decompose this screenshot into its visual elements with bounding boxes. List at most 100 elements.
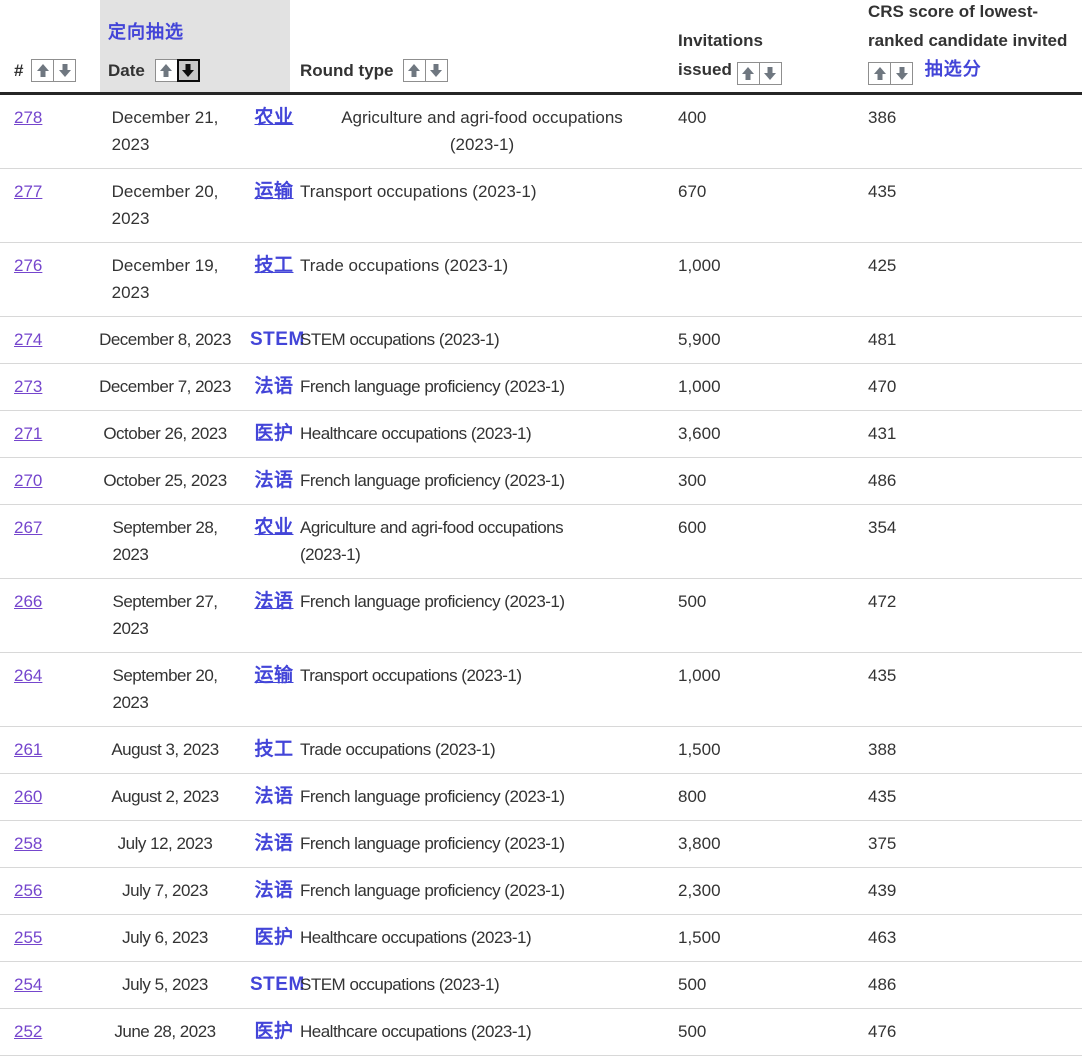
column-header-number: # [14,56,77,85]
sort-desc-button-invitations[interactable] [758,62,782,85]
date-cell: December 21, 2023 [80,104,250,158]
category-tag-cell: 技工 [250,736,298,763]
row-number-cell: 254 [0,971,80,998]
row-number-link[interactable]: 255 [14,928,43,947]
crs-score-cell: 388 [868,740,897,759]
crs-score-cell: 375 [868,834,897,853]
invitations-cell: 670 [678,182,707,201]
invitations-cell: 1,000 [678,377,721,396]
invitations-cell: 1,000 [678,256,721,275]
invitations-cell: 1,500 [678,740,721,759]
sort-asc-button-round-type[interactable] [402,59,426,82]
row-number-cell: 266 [0,588,80,615]
crs-score-cell: 439 [868,881,897,900]
crs-score-cell: 431 [868,424,897,443]
sort-asc-button-crs[interactable] [868,62,891,85]
date-text: September 27, 2023 [112,592,218,638]
row-number-link[interactable]: 276 [14,256,43,275]
category-tag-cell: STEM [250,326,304,353]
invitations-cell: 400 [678,108,707,127]
row-number-link[interactable]: 274 [14,330,43,349]
row-number-link[interactable]: 260 [14,787,43,806]
category-tag-cell: STEM [250,971,304,998]
date-text: October 25, 2023 [103,471,227,490]
invitations-cell: 800 [678,787,707,806]
table-row: 255 July 6, 2023 医护 Healthcare occupations … [0,915,1082,962]
row-number-link[interactable]: 273 [14,377,43,396]
category-tag-cell: 运输 [250,662,298,689]
arrow-down-icon [763,66,777,81]
date-text: December 20, 2023 [111,182,219,228]
date-cell: December 7, 2023 [80,373,250,400]
date-text: December 21, 2023 [111,108,219,154]
row-number-link[interactable]: 267 [14,518,43,537]
date-text: September 20, 2023 [112,666,218,712]
category-tag-cell: 法语 [250,588,298,615]
crs-score-cell: 435 [868,666,897,685]
row-number-link[interactable]: 258 [14,834,43,853]
row-number-link[interactable]: 270 [14,471,43,490]
round-type-cell: French language proficiency (2023-1) [300,592,565,611]
table-row: 261 August 3, 2023 技工 Trade occupations (20… [0,727,1082,774]
row-number-link[interactable]: 266 [14,592,43,611]
round-type-cell: Transport occupations (2023-1) [300,666,522,685]
row-number-link[interactable]: 277 [14,182,43,201]
row-number-link[interactable]: 271 [14,424,43,443]
sort-asc-button-date[interactable] [154,59,178,82]
category-tag-cell: 法语 [250,373,298,400]
date-column-label: Date [108,61,145,80]
row-number-cell: 270 [0,467,80,494]
date-text: July 6, 2023 [122,928,208,947]
invitations-cell: 500 [678,975,707,994]
arrow-down-icon [58,63,72,78]
row-number-link[interactable]: 256 [14,881,43,900]
table-row: 274 December 8, 2023 STEM STEM occupations … [0,317,1082,364]
sort-desc-button-date[interactable] [176,59,200,82]
crs-score-cell: 435 [868,182,897,201]
round-type-cell: Trade occupations (2023-1) [300,740,496,759]
sort-asc-button-number[interactable] [31,59,55,82]
row-number-link[interactable]: 252 [14,1022,43,1041]
category-tag-cell: 农业 [250,104,298,131]
row-number-link[interactable]: 264 [14,666,43,685]
row-number-link[interactable]: 254 [14,975,43,994]
invitations-cell: 500 [678,592,707,611]
arrow-up-icon [36,63,50,78]
date-text: August 3, 2023 [111,740,219,759]
table-row: 266 September 27, 2023 法语 French language p… [0,579,1082,653]
invitations-cell: 3,600 [678,424,721,443]
table-row: 254 July 5, 2023 STEM STEM occupations (202… [0,962,1082,1009]
arrow-up-icon [159,63,173,78]
sort-asc-button-invitations[interactable] [736,62,760,85]
date-text: July 12, 2023 [117,834,213,853]
arrow-down-icon [429,63,443,78]
crs-annotation-chinese: 抽选分 [924,59,982,79]
category-tag: 农业 [254,107,294,128]
category-tag: 医护 [254,1021,294,1042]
round-type-cell: Healthcare occupations (2023-1) [300,1022,532,1041]
date-annotation-chinese: 定向抽选 [108,22,184,42]
sort-desc-button-number[interactable] [53,59,77,82]
date-text: December 7, 2023 [99,377,231,396]
date-cell: September 20, 2023 [80,662,250,716]
category-tag-cell: 技工 [250,252,298,279]
date-text: July 5, 2023 [122,975,208,994]
category-tag-cell: 运输 [250,178,298,205]
sort-desc-button-round-type[interactable] [424,59,448,82]
date-cell: December 20, 2023 [80,178,250,232]
arrow-down-icon [895,66,909,81]
crs-score-cell: 476 [868,1022,897,1041]
sort-desc-button-crs[interactable] [890,62,913,85]
table-row: 276 December 19, 2023 技工 Trade occupations … [0,243,1082,317]
table-row: 256 July 7, 2023 法语 French language profici… [0,868,1082,915]
category-tag: 运输 [254,181,294,202]
date-text: July 7, 2023 [122,881,208,900]
row-number-cell: 267 [0,514,80,541]
row-number-link[interactable]: 278 [14,108,43,127]
round-type-cell: French language proficiency (2023-1) [300,471,565,490]
round-type-cell: French language proficiency (2023-1) [300,787,565,806]
row-number-link[interactable]: 261 [14,740,43,759]
date-text: December 19, 2023 [111,256,219,302]
date-cell: December 8, 2023 [80,326,250,353]
